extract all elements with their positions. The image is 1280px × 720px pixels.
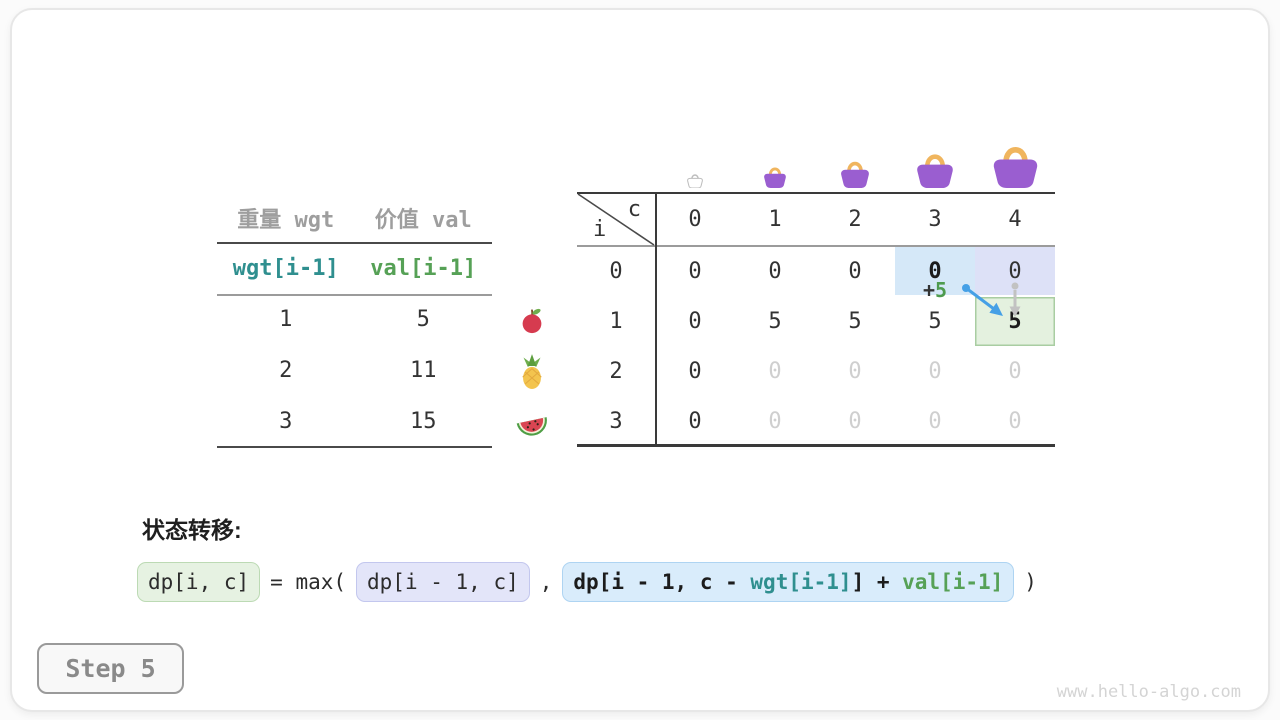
transition-label: 状态转移: [142, 517, 242, 543]
dp-col-header: 1 [768, 206, 782, 232]
dp-cell: 0 [768, 408, 782, 434]
dp-col-header: 3 [928, 206, 942, 232]
dp-cell: 0 [928, 358, 942, 384]
plus-value-annotation: +5 [907, 278, 963, 302]
watermark: www.hello-algo.com [1056, 682, 1241, 702]
item-row-3: 3 15 [217, 396, 492, 447]
wgt-var-label: wgt[i-1] [232, 255, 339, 281]
dp-cell: 0 [688, 408, 702, 434]
formula-close: ) [1024, 570, 1037, 594]
added-value: 5 [935, 278, 948, 302]
transition-formula: dp[i, c] = max( dp[i - 1, c] , dp[i - 1,… [137, 562, 1037, 602]
formula-separator: , [539, 570, 553, 594]
divider [217, 294, 492, 296]
dp-cell: 0 [768, 358, 782, 384]
formula-arg2-mid: ] + [851, 570, 903, 594]
dp-cell: 0 [928, 408, 942, 434]
formula-arg1: dp[i - 1, c] [356, 562, 530, 602]
apple-icon [517, 304, 547, 340]
dp-cell: 5 [768, 308, 782, 334]
item-value: 5 [416, 307, 430, 332]
bag-xlarge-icon [989, 138, 1042, 192]
divider [577, 444, 1055, 447]
dp-cell-source-lavender: 0 [1008, 258, 1022, 284]
dp-cell: 0 [1008, 408, 1022, 434]
formula-arg2: dp[i - 1, c - wgt[i-1]] + val[i-1] [562, 562, 1015, 602]
row-var-label: i [593, 217, 607, 242]
item-row-2: 2 11 [217, 345, 492, 396]
dp-cell: 5 [928, 308, 942, 334]
item-value: 11 [410, 358, 437, 383]
bag-medium-icon [838, 156, 872, 192]
dp-row-label: 0 [609, 258, 623, 284]
bag-small-icon [762, 163, 788, 192]
dp-row-label: 2 [609, 358, 623, 384]
col-var-label: c [627, 197, 641, 222]
dp-row-label: 1 [609, 308, 623, 334]
dp-cell: 0 [688, 258, 702, 284]
dp-col-header: 4 [1008, 206, 1022, 232]
bag-large-icon [913, 147, 957, 192]
pineapple-icon [515, 353, 549, 395]
dp-table: c i 0 1 2 3 4 0 0 0 0 0 0 1 0 5 5 5 5 2 … [577, 192, 1055, 447]
value-column-header: 价值 val [374, 208, 472, 233]
dp-cell: 0 [688, 308, 702, 334]
dp-cell-source-blue: 0 [928, 258, 942, 284]
formula-arg2-wgt: wgt[i-1] [750, 570, 852, 594]
watermelon-icon [513, 405, 551, 443]
step-label: Step 5 [65, 654, 156, 683]
divider [217, 446, 492, 448]
formula-arg2-pre: dp[i - 1, c - [573, 570, 751, 594]
formula-lhs: dp[i, c] [137, 562, 261, 602]
dp-col-header: 2 [848, 206, 862, 232]
divider [217, 242, 492, 244]
item-table-var-row: wgt[i-1] val[i-1] [217, 242, 492, 294]
dp-row-label: 3 [609, 408, 623, 434]
divider [577, 192, 1055, 194]
formula-operator: = max( [270, 570, 347, 594]
divider [577, 245, 1055, 247]
dp-cell: 0 [848, 358, 862, 384]
formula-arg2-val: val[i-1] [902, 570, 1004, 594]
dp-col-header: 0 [688, 206, 702, 232]
step-indicator-button[interactable]: Step 5 [37, 643, 184, 694]
dp-cell: 5 [848, 308, 862, 334]
item-table-header-row: 重量 wgt 价值 val [217, 194, 492, 242]
item-value: 15 [410, 409, 437, 434]
divider [655, 192, 657, 446]
dp-cell-target-green: 5 [1008, 308, 1022, 334]
bag-empty-icon [686, 171, 704, 192]
dp-cell: 0 [1008, 358, 1022, 384]
item-weight: 2 [279, 358, 293, 383]
weight-column-header: 重量 wgt [237, 208, 335, 233]
item-table: 重量 wgt 价值 val wgt[i-1] val[i-1] 1 5 2 11… [217, 194, 492, 448]
item-weight: 3 [279, 409, 293, 434]
val-var-label: val[i-1] [370, 255, 477, 281]
dp-cell: 0 [848, 408, 862, 434]
item-row-1: 1 5 [217, 294, 492, 345]
dp-cell: 0 [688, 358, 702, 384]
dp-grid: c i 0 1 2 3 4 0 0 0 0 0 0 1 0 5 5 5 5 2 … [577, 192, 1055, 446]
dp-cell: 0 [768, 258, 782, 284]
dp-corner-cell: c i [577, 192, 655, 246]
figure-card: 重量 wgt 价值 val wgt[i-1] val[i-1] 1 5 2 11… [10, 8, 1270, 712]
plus-sign: + [922, 278, 935, 302]
item-weight: 1 [279, 307, 293, 332]
dp-cell: 0 [848, 258, 862, 284]
highlight-source-cell-blue [895, 247, 975, 295]
